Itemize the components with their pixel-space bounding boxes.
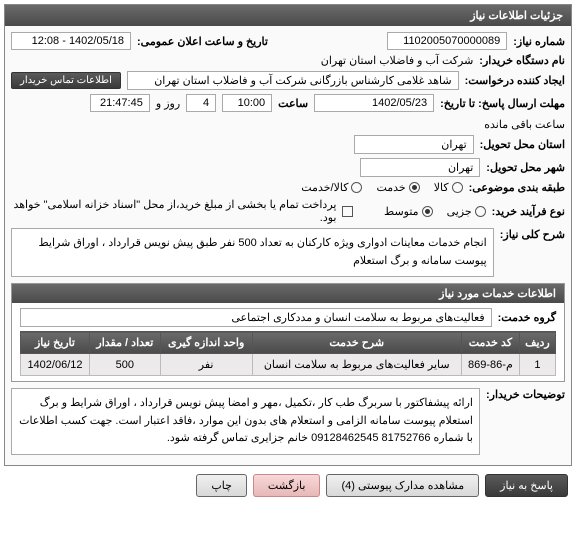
table-row: 1 م-86-869 سایر فعالیت‌های مربوط به سلام… — [21, 354, 556, 376]
payment-note: پرداخت تمام یا بخشی از مبلغ خرید،از محل … — [11, 198, 336, 224]
row-subject-type: طبقه بندی موضوعی: کالا خدمت کالا/خدمت — [11, 181, 565, 194]
radio-both[interactable]: کالا/خدمت — [301, 181, 362, 194]
city-label: شهر محل تحویل: — [486, 161, 565, 174]
td-unit: نفر — [160, 354, 252, 376]
radio-minor[interactable]: جزیی — [447, 205, 486, 218]
row-deadline: مهلت ارسال پاسخ: تا تاریخ: 1402/05/23 سا… — [11, 94, 565, 131]
td-qty: 500 — [89, 354, 160, 376]
row-buyer-notes: توضیحات خریدار: ارائه پیشفاکتور با سربرگ… — [11, 388, 565, 455]
services-table: ردیف کد خدمت شرح خدمت واحد اندازه گیری ت… — [20, 331, 556, 376]
state-label: استان محل تحویل: — [480, 138, 565, 151]
th-desc: شرح خدمت — [252, 332, 461, 354]
need-no-value: 1102005070000089 — [387, 32, 507, 50]
td-date: 1402/06/12 — [21, 354, 90, 376]
row-process: نوع فرآیند خرید: جزیی متوسط پرداخت تمام … — [11, 198, 565, 224]
table-header-row: ردیف کد خدمت شرح خدمت واحد اندازه گیری ت… — [21, 332, 556, 354]
deadline-label: مهلت ارسال پاسخ: تا تاریخ: — [440, 97, 565, 110]
services-header: اطلاعات خدمات مورد نیاز — [12, 284, 564, 303]
panel-body: شماره نیاز: 1102005070000089 تاریخ و ساع… — [5, 26, 571, 465]
row-requester: ایجاد کننده درخواست: شاهد غلامی کارشناس … — [11, 71, 565, 90]
th-row: ردیف — [519, 332, 555, 354]
radio-goods-label: کالا — [434, 181, 449, 194]
print-button[interactable]: چاپ — [196, 474, 247, 497]
reply-button[interactable]: پاسخ به نیاز — [485, 474, 568, 497]
row-state: استان محل تحویل: تهران — [11, 135, 565, 154]
contact-buyer-button[interactable]: اطلاعات تماس خریدار — [11, 72, 121, 89]
remain-label: ساعت باقی مانده — [484, 118, 565, 131]
process-label: نوع فرآیند خرید: — [492, 205, 565, 218]
bottom-button-bar: پاسخ به نیاز مشاهده مدارک پیوستی (4) باز… — [4, 466, 572, 501]
td-code: م-86-869 — [461, 354, 519, 376]
th-code: کد خدمت — [461, 332, 519, 354]
panel-title: جزئیات اطلاعات نیاز — [5, 5, 571, 26]
remain-time: 21:47:45 — [90, 94, 150, 112]
state-value: تهران — [354, 135, 474, 154]
requester-label: ایجاد کننده درخواست: — [465, 74, 565, 87]
buyer-notes-text: ارائه پیشفاکتور با سربرگ طب کار ،تکمیل ،… — [11, 388, 480, 455]
radio-both-label: کالا/خدمت — [301, 181, 348, 194]
requester-value: شاهد غلامی کارشناس بازرگانی شرکت آب و فا… — [127, 71, 459, 90]
row-buyer: نام دستگاه خریدار: شرکت آب و فاضلاب استا… — [11, 54, 565, 67]
time-label-1: ساعت — [278, 97, 308, 110]
radio-minor-label: جزیی — [447, 205, 472, 218]
group-label: گروه خدمت: — [498, 311, 556, 324]
process-radio-group: جزیی متوسط — [384, 205, 486, 218]
row-need-no: شماره نیاز: 1102005070000089 تاریخ و ساع… — [11, 32, 565, 50]
subject-type-label: طبقه بندی موضوعی: — [469, 181, 565, 194]
days-label: روز و — [156, 97, 180, 110]
th-date: تاریخ نیاز — [21, 332, 90, 354]
need-no-label: شماره نیاز: — [513, 35, 565, 48]
city-value: تهران — [360, 158, 480, 177]
radio-goods[interactable]: کالا — [434, 181, 463, 194]
treasury-checkbox[interactable] — [342, 206, 353, 217]
deadline-time: 10:00 — [222, 94, 272, 112]
announce-label: تاریخ و ساعت اعلان عمومی: — [137, 35, 268, 48]
announce-value: 1402/05/18 - 12:08 — [11, 32, 131, 50]
row-service-group: گروه خدمت: فعالیت‌های مربوط به سلامت انس… — [20, 308, 556, 327]
days-value: 4 — [186, 94, 216, 112]
th-qty: تعداد / مقدار — [89, 332, 160, 354]
deadline-date: 1402/05/23 — [314, 94, 434, 112]
need-details-panel: جزئیات اطلاعات نیاز شماره نیاز: 11020050… — [4, 4, 572, 466]
services-section: اطلاعات خدمات مورد نیاز گروه خدمت: فعالی… — [11, 283, 565, 382]
group-value: فعالیت‌های مربوط به سلامت انسان و مددکار… — [20, 308, 492, 327]
buyer-value: شرکت آب و فاضلاب استان تهران — [321, 54, 474, 67]
radio-service-label: خدمت — [376, 181, 405, 194]
services-body: گروه خدمت: فعالیت‌های مربوط به سلامت انس… — [12, 303, 564, 381]
row-city: شهر محل تحویل: تهران — [11, 158, 565, 177]
radio-medium-label: متوسط — [384, 205, 419, 218]
description-header: شرح کلی نیاز: — [500, 228, 565, 241]
buyer-notes-header: توضیحات خریدار: — [486, 388, 565, 401]
td-desc: سایر فعالیت‌های مربوط به سلامت انسان — [252, 354, 461, 376]
subject-radio-group: کالا خدمت کالا/خدمت — [301, 181, 462, 194]
th-unit: واحد اندازه گیری — [160, 332, 252, 354]
attachments-button[interactable]: مشاهده مدارک پیوستی (4) — [326, 474, 479, 497]
row-description: شرح کلی نیاز: انجام خدمات معاینات ادواری… — [11, 228, 565, 277]
radio-service[interactable]: خدمت — [376, 181, 419, 194]
buyer-label: نام دستگاه خریدار: — [479, 54, 565, 67]
back-button[interactable]: بازگشت — [253, 474, 321, 497]
radio-medium[interactable]: متوسط — [384, 205, 433, 218]
td-row: 1 — [519, 354, 555, 376]
description-text: انجام خدمات معاینات ادواری ویژه کارکنان … — [11, 228, 494, 277]
